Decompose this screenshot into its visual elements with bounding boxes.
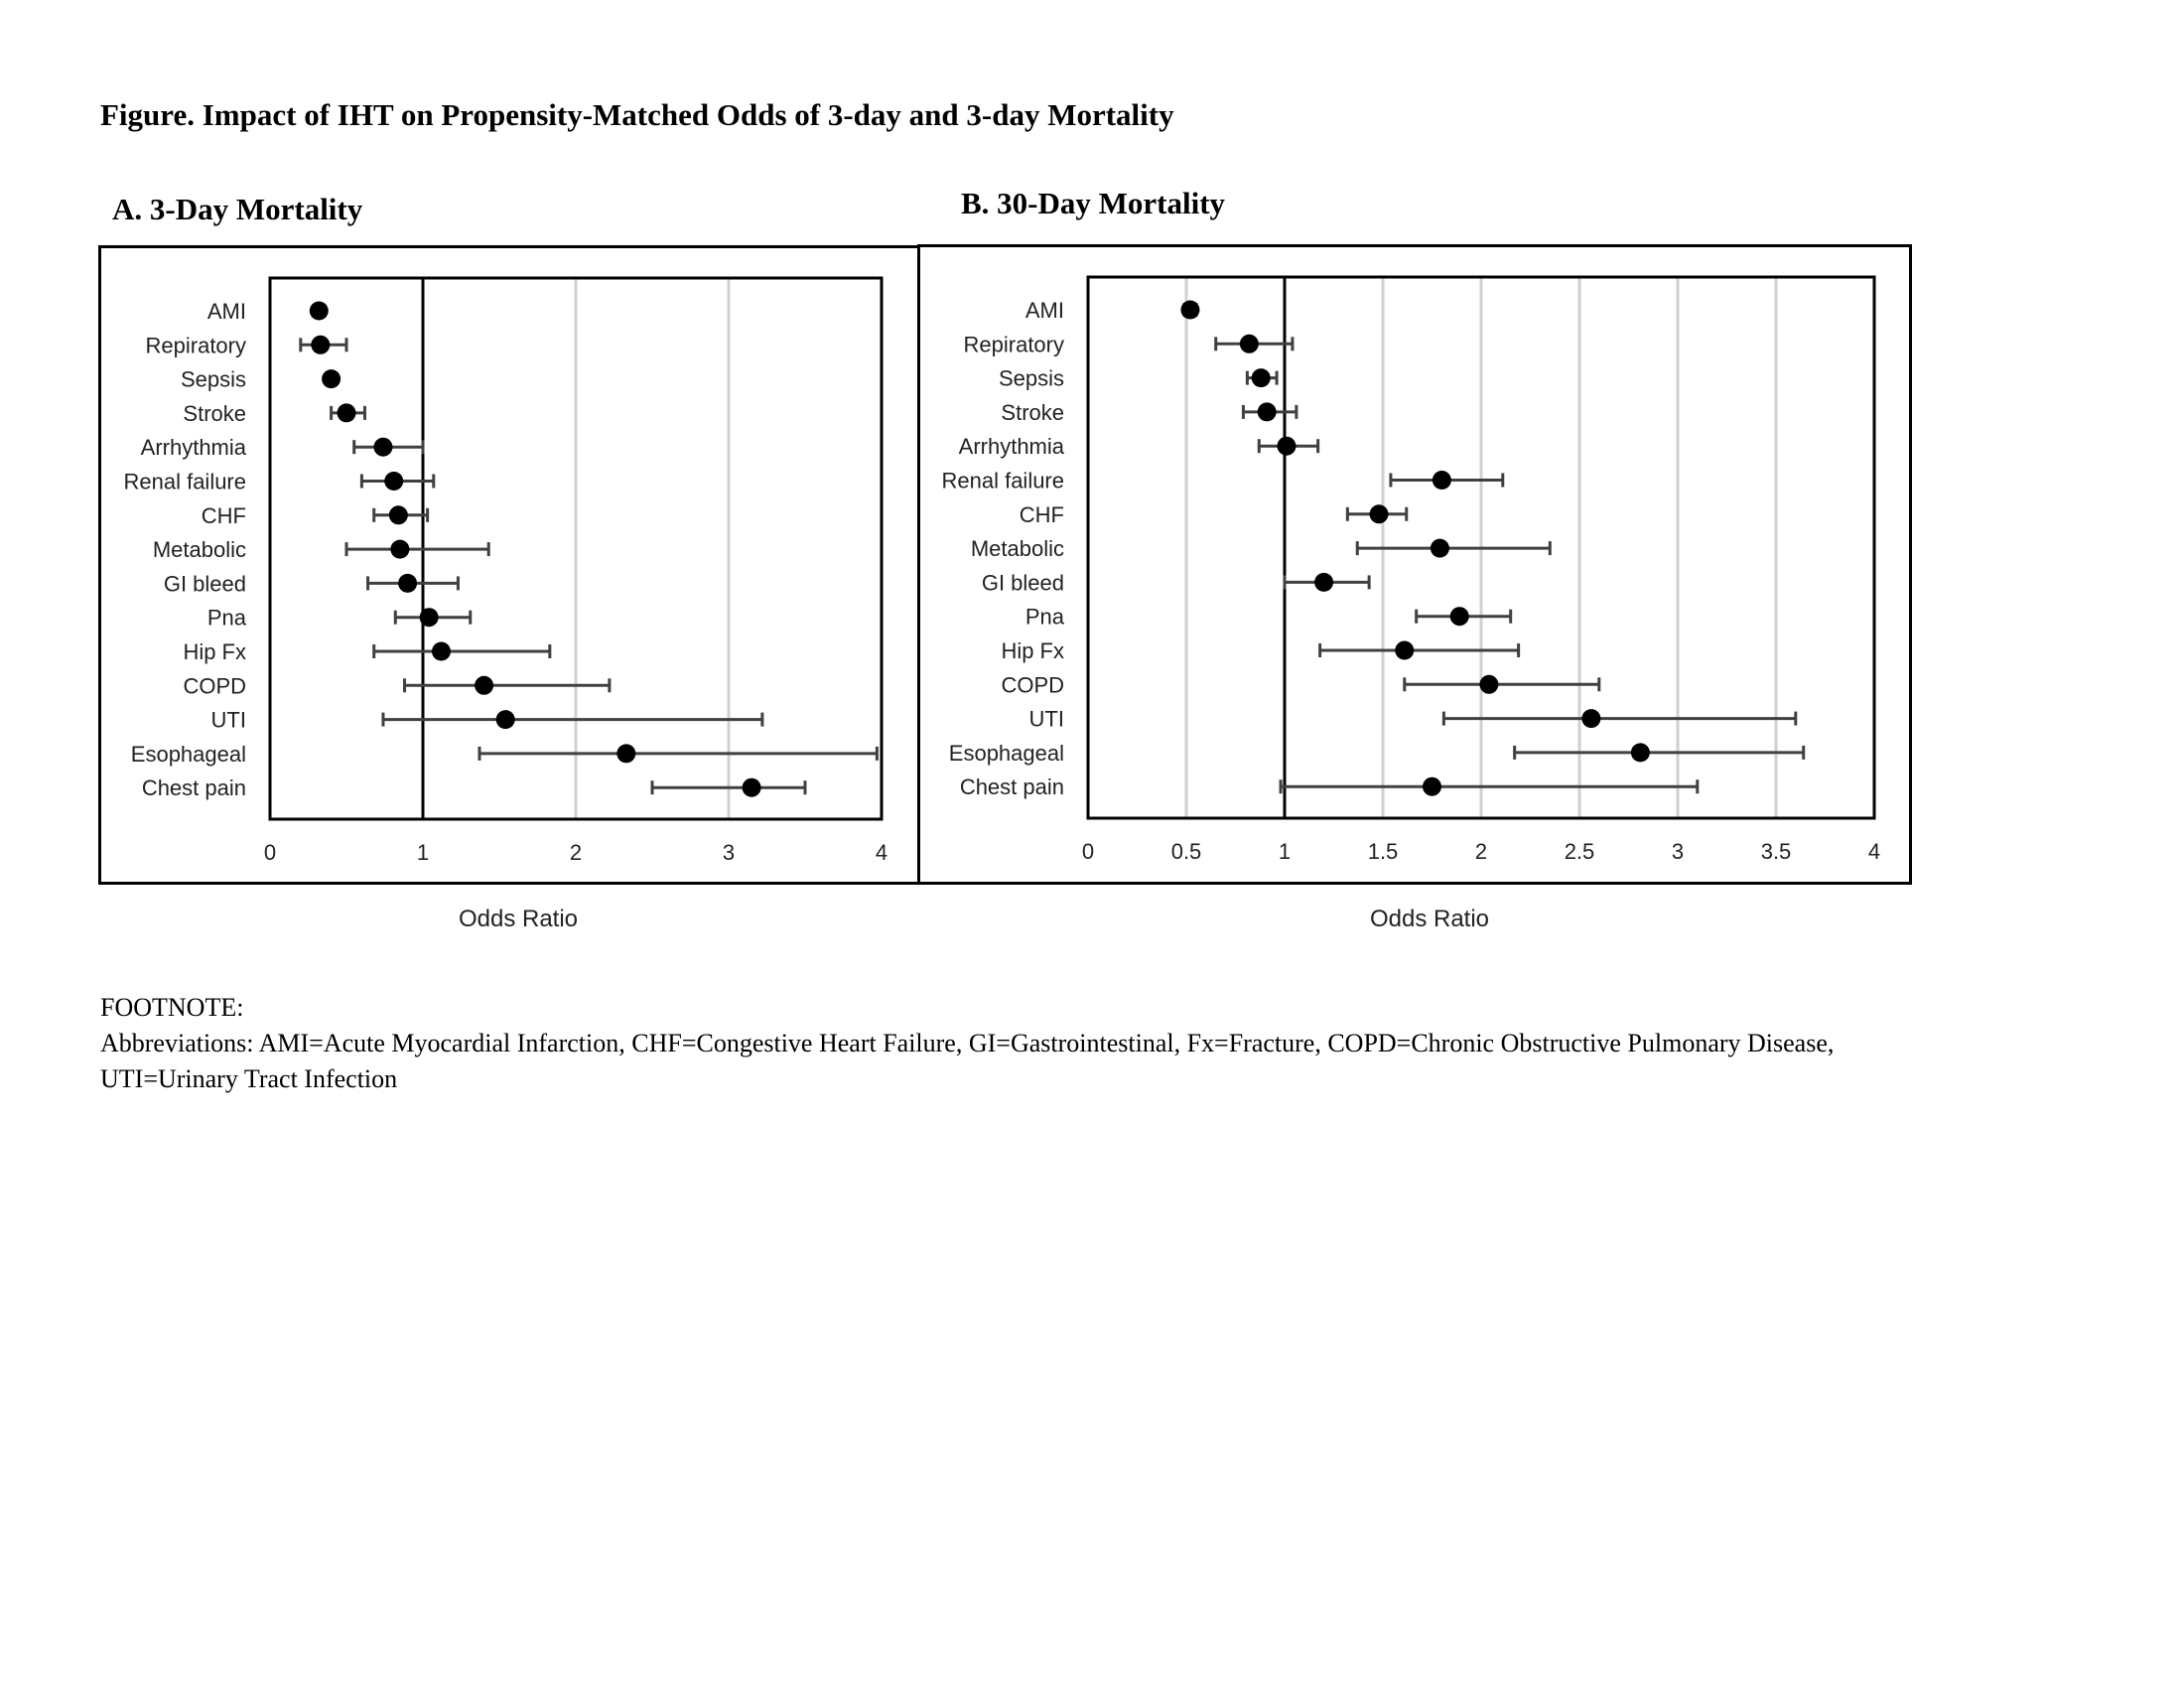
x-tick-label: 2.5 bbox=[1565, 839, 1595, 864]
category-label: Hip Fx bbox=[183, 639, 246, 664]
category-label: Hip Fx bbox=[1001, 638, 1064, 663]
data-point bbox=[384, 472, 404, 491]
category-label: GI bleed bbox=[164, 571, 246, 596]
x-axis-label: Odds Ratio bbox=[1370, 906, 1489, 932]
x-tick-label: 3 bbox=[1672, 839, 1684, 864]
data-point bbox=[373, 437, 393, 457]
category-label: Sepsis bbox=[181, 367, 246, 392]
data-point bbox=[309, 301, 329, 321]
data-point bbox=[311, 335, 331, 354]
plot-area bbox=[268, 276, 884, 821]
data-point bbox=[475, 675, 494, 695]
data-point bbox=[1314, 572, 1334, 592]
category-label: Repiratory bbox=[964, 332, 1064, 356]
data-point bbox=[390, 539, 410, 559]
figure-title: Figure. Impact of IHT on Propensity-Matc… bbox=[100, 97, 1174, 132]
data-point bbox=[388, 505, 408, 525]
category-label: Pna bbox=[207, 606, 247, 631]
category-label: COPD bbox=[183, 673, 246, 698]
x-tick-label: 4 bbox=[1868, 839, 1880, 864]
data-point bbox=[495, 710, 515, 730]
x-tick-label: 3.5 bbox=[1761, 839, 1792, 864]
category-label: UTI bbox=[211, 708, 246, 733]
category-label: Metabolic bbox=[971, 536, 1064, 561]
data-point bbox=[419, 608, 439, 628]
data-point bbox=[337, 403, 356, 423]
category-label: Chest pain bbox=[960, 774, 1064, 799]
category-label: Renal failure bbox=[123, 470, 246, 494]
data-point bbox=[322, 369, 341, 389]
data-point bbox=[1581, 709, 1601, 729]
x-tick-label: 0.5 bbox=[1171, 839, 1202, 864]
data-point bbox=[1239, 334, 1259, 353]
x-tick-label: 2 bbox=[1475, 839, 1487, 864]
x-tick-label: 0 bbox=[264, 840, 276, 865]
data-point bbox=[1369, 504, 1389, 524]
category-label: Esophageal bbox=[131, 742, 246, 767]
category-label: AMI bbox=[1025, 298, 1064, 323]
data-point bbox=[1479, 674, 1499, 694]
data-point bbox=[1630, 743, 1650, 763]
footnote-heading: FOOTNOTE: bbox=[100, 993, 244, 1022]
data-point bbox=[742, 777, 761, 797]
category-label: Sepsis bbox=[999, 366, 1064, 391]
x-tick-label: 1 bbox=[417, 840, 429, 865]
category-label: CHF bbox=[202, 503, 246, 528]
category-label: Metabolic bbox=[153, 537, 246, 562]
category-label: Renal failure bbox=[941, 469, 1064, 493]
data-point bbox=[1423, 776, 1441, 796]
panel-a-title: A. 3-Day Mortality bbox=[112, 192, 363, 226]
category-label: Repiratory bbox=[146, 333, 246, 357]
x-tick-label: 0 bbox=[1082, 839, 1094, 864]
footnote-abbreviations: Abbreviations: AMI=Acute Myocardial Infa… bbox=[100, 1029, 1835, 1057]
x-tick-label: 2 bbox=[570, 840, 582, 865]
category-label: GI bleed bbox=[982, 570, 1064, 595]
data-point bbox=[1449, 607, 1469, 627]
x-tick-label: 1 bbox=[1279, 839, 1291, 864]
panel-b-frame bbox=[917, 244, 1912, 885]
data-point bbox=[1277, 436, 1297, 456]
category-label: UTI bbox=[1029, 707, 1064, 732]
data-point bbox=[1430, 538, 1449, 558]
data-point bbox=[1257, 402, 1277, 422]
category-label: Stroke bbox=[1001, 400, 1064, 425]
category-label: AMI bbox=[207, 299, 246, 324]
category-label: Chest pain bbox=[142, 775, 246, 800]
data-point bbox=[1180, 300, 1200, 320]
category-label: COPD bbox=[1001, 672, 1064, 697]
data-point bbox=[431, 641, 451, 661]
category-label: Pna bbox=[1025, 605, 1065, 630]
footnote-abbreviations-cont: UTI=Urinary Tract Infection bbox=[100, 1064, 398, 1093]
category-label: CHF bbox=[1020, 502, 1064, 527]
data-point bbox=[398, 573, 418, 593]
x-axis-label: Odds Ratio bbox=[459, 906, 578, 932]
panel-b-title: B. 30-Day Mortality bbox=[961, 186, 1226, 220]
x-tick-label: 1.5 bbox=[1368, 839, 1399, 864]
category-label: Stroke bbox=[183, 401, 246, 426]
data-point bbox=[1251, 368, 1271, 388]
x-tick-label: 4 bbox=[876, 840, 887, 865]
category-label: Esophageal bbox=[949, 741, 1064, 766]
plot-area bbox=[1086, 275, 1876, 820]
x-tick-label: 3 bbox=[723, 840, 735, 865]
category-label: Arrhythmia bbox=[141, 435, 247, 460]
data-point bbox=[616, 744, 636, 764]
data-point bbox=[1395, 640, 1415, 660]
category-label: Arrhythmia bbox=[959, 434, 1065, 459]
data-point bbox=[1432, 471, 1451, 490]
